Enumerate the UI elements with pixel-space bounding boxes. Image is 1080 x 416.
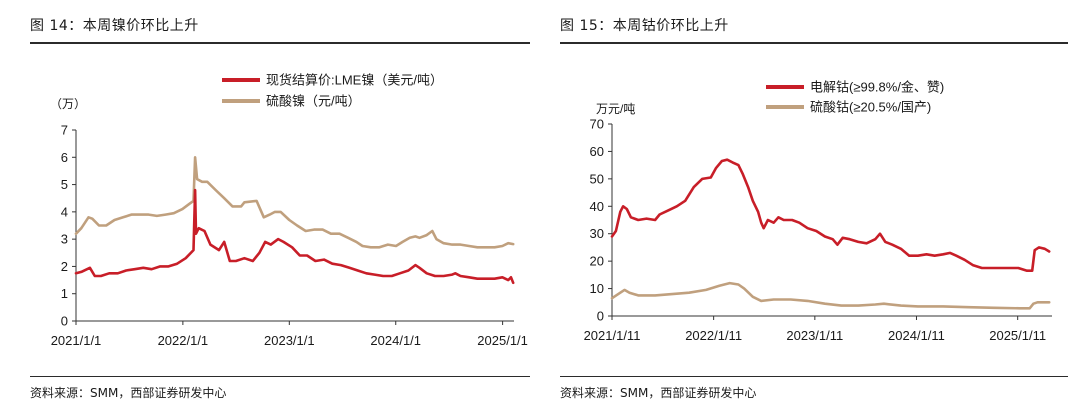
y-tick-label: 60 (590, 144, 604, 159)
series-line (610, 158, 1051, 272)
y-unit-label: 万元/吨 (596, 102, 635, 116)
y-tick-label: 3 (61, 232, 68, 247)
legend-label: 电解钴(≥99.8%/金、赞) (810, 80, 944, 95)
x-tick-label: 2024/1/1 (370, 333, 421, 348)
nickel-price-chart: 0 1 2 3 4 5 6 7 2021/1/1 2022/1/1 2023/1/1 2024/1/1… (50, 73, 528, 349)
bottom-rule (30, 376, 530, 377)
x-tick-label: 2023/1/1 (264, 333, 315, 348)
y-tick-label: 10 (590, 281, 604, 296)
legend-label: 现货结算价:LME镍（美元/吨） (266, 73, 443, 88)
y-tick-label: 6 (61, 150, 68, 165)
legend-label: 硫酸钴(≥20.5%/国产) (810, 100, 931, 115)
y-tick-label: 70 (590, 117, 604, 132)
x-tick-label: 2022/1/1 (158, 333, 209, 348)
y-tick-label: 1 (61, 286, 68, 301)
series-line (74, 188, 515, 285)
legend-label: 硫酸镍（元/吨） (266, 94, 361, 109)
series-line (610, 281, 1051, 310)
source-note: 资料来源：SMM，西部证券研发中心 (560, 386, 757, 400)
figure-14: 图 14：本周镍价环比上升 0 1 2 3 4 5 6 7 2021/1/1 2022/1/1 20… (0, 0, 532, 416)
x-tick-label: 2022/1/11 (685, 328, 742, 343)
y-tick-label: 40 (590, 199, 604, 214)
bottom-rule (560, 376, 1068, 377)
source-note: 资料来源：SMM，西部证券研发中心 (30, 386, 227, 400)
x-tick-label: 2021/1/1 (51, 333, 102, 348)
x-tick-label: 2025/1/1 (477, 333, 528, 348)
figure-15: 图 15：本周钴价环比上升 0 10 20 30 40 50 60 70 2021/1/11 20… (548, 0, 1080, 416)
y-tick-label: 0 (597, 309, 604, 324)
x-tick-label: 2024/1/11 (888, 328, 945, 343)
y-tick-label: 2 (61, 259, 68, 274)
y-tick-label: 5 (61, 177, 68, 192)
series-line (74, 156, 515, 249)
figure-title: 图 14：本周镍价环比上升 (30, 18, 199, 34)
top-rule (560, 42, 1068, 44)
cobalt-price-chart: 0 10 20 30 40 50 60 70 2021/1/11 2022/1/11 2023/1/… (584, 80, 1052, 343)
y-tick-label: 0 (61, 314, 68, 329)
y-tick-label: 7 (61, 123, 68, 138)
top-rule (30, 42, 530, 44)
y-tick-label: 20 (590, 254, 604, 269)
x-tick-label: 2023/1/11 (786, 328, 843, 343)
x-tick-label: 2025/1/11 (989, 328, 1046, 343)
y-tick-label: 4 (61, 204, 68, 219)
figure-title: 图 15：本周钴价环比上升 (560, 18, 729, 34)
x-tick-label: 2021/1/11 (584, 328, 641, 343)
y-unit-label: （万） (50, 97, 86, 111)
y-tick-label: 50 (590, 171, 604, 186)
y-tick-label: 30 (590, 226, 604, 241)
